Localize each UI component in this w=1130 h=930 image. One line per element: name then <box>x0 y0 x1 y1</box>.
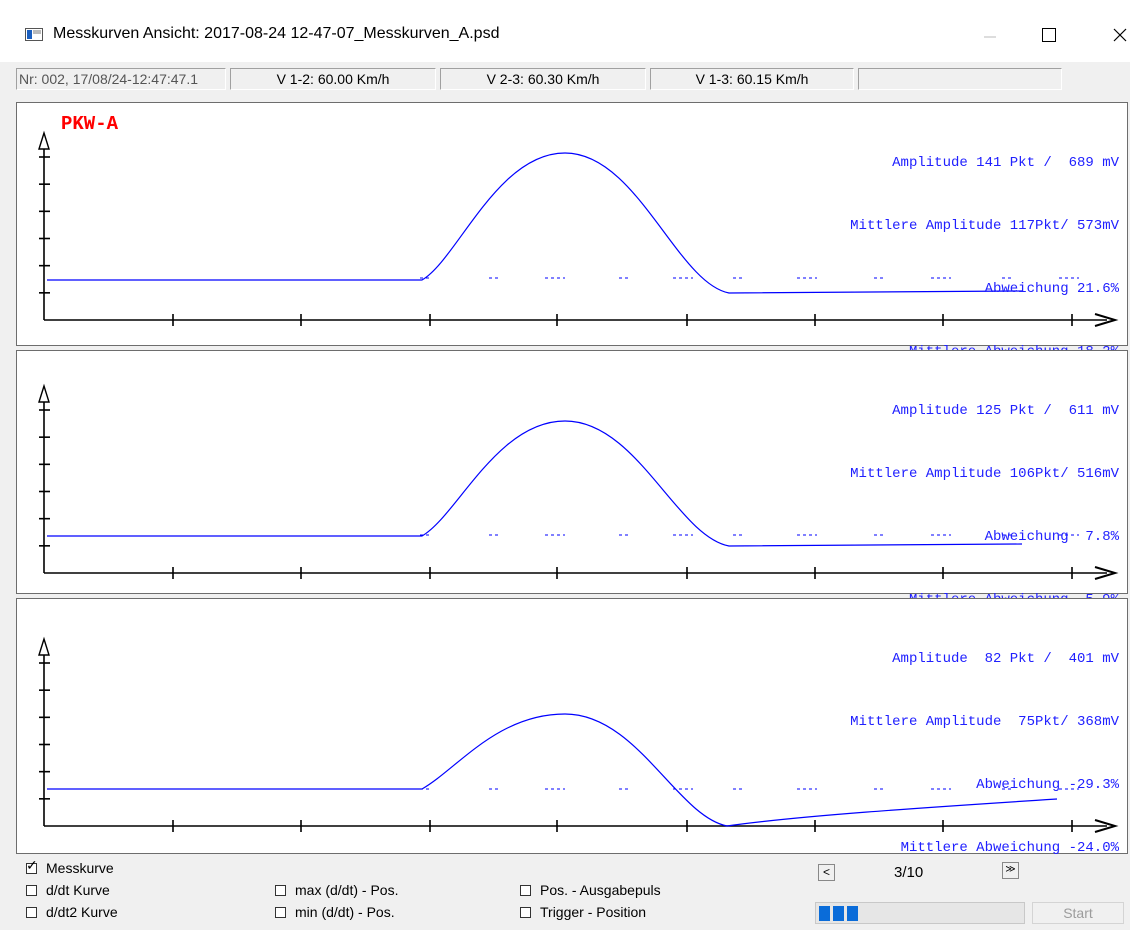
app-icon <box>25 28 43 41</box>
start-button[interactable]: Start <box>1032 902 1124 924</box>
amplitude-stats: Amplitude 82 Pkt / 401 mV Mittlere Ampli… <box>850 607 1119 901</box>
measurement-curve <box>47 152 1023 294</box>
progress-bar <box>815 902 1025 924</box>
max-ddt-pos-checkbox[interactable]: max (d/dt) - Pos. <box>275 882 398 898</box>
deviation-line: Abweichung 7.8% <box>984 529 1119 545</box>
checkbox-box[interactable] <box>26 906 37 918</box>
close-icon[interactable] <box>1098 18 1130 52</box>
checkbox-box[interactable]: ✓ <box>26 858 38 874</box>
y-axis-arrow-icon <box>38 130 50 150</box>
x-axis-arrow-icon <box>1094 566 1119 580</box>
ddt2-curve-checkbox[interactable]: d/dt2 Kurve <box>26 904 118 920</box>
checkbox-label: Pos. - Ausgabepuls <box>540 882 661 898</box>
checkbox-box[interactable] <box>275 906 286 918</box>
mean-amplitude-line: Mittlere Amplitude 75Pkt/ 368mV <box>850 714 1119 730</box>
progress-segment <box>833 906 844 921</box>
page-counter: 3/10 <box>894 864 924 881</box>
speed-v23-field: V 2-3: 60.30 Km/h <box>440 68 646 90</box>
checkbox-box[interactable] <box>275 884 286 896</box>
curve-plot-2 <box>38 383 1119 580</box>
checkbox-box[interactable] <box>520 884 531 896</box>
progress-segment <box>819 906 830 921</box>
curve-plot-3 <box>38 636 1119 833</box>
checkbox-label: min (d/dt) - Pos. <box>295 904 395 920</box>
status-extra-field <box>858 68 1062 90</box>
record-field: Nr: 002, 17/08/24-12:47:47.1 <box>16 68 226 90</box>
y-axis-arrow-icon <box>38 383 50 403</box>
messkurve-checkbox[interactable]: ✓ Messkurve <box>26 858 114 876</box>
y-axis-arrow-icon <box>38 636 50 656</box>
checkbox-label: Messkurve <box>46 860 114 876</box>
speed-v13-field: V 1-3: 60.15 Km/h <box>650 68 854 90</box>
x-axis-arrow-icon <box>1094 819 1119 833</box>
checkbox-box[interactable] <box>520 906 531 918</box>
measurement-curve <box>47 420 1023 547</box>
deviation-line: Abweichung 21.6% <box>984 281 1119 297</box>
x-axis-arrow-icon <box>1094 313 1119 327</box>
checkmark-icon: ✓ <box>26 856 38 873</box>
progress-segment <box>847 906 858 921</box>
checkbox-label: Trigger - Position <box>540 904 647 920</box>
trigger-position-checkbox[interactable]: Trigger - Position <box>520 904 646 920</box>
curve-panel-1: PKW-A Amplitude 141 Pkt / 689 mV Mittler… <box>16 102 1128 360</box>
next-button[interactable]: ≫ <box>1002 862 1019 879</box>
maximize-icon[interactable] <box>1028 18 1068 52</box>
title-bar: Messkurven Ansicht: 2017-08-24 12-47-07_… <box>0 0 1130 62</box>
measurement-curve <box>47 713 1058 827</box>
mean-amplitude-line: Mittlere Amplitude 106Pkt/ 516mV <box>850 466 1119 482</box>
controls-area: ✓ Messkurve d/dt Kurve d/dt2 Kurve max (… <box>0 858 1130 930</box>
minimize-icon[interactable] <box>970 18 1010 52</box>
ausgabepuls-checkbox[interactable]: Pos. - Ausgabepuls <box>520 882 661 898</box>
deviation-line: Abweichung -29.3% <box>976 777 1119 793</box>
min-ddt-pos-checkbox[interactable]: min (d/dt) - Pos. <box>275 904 395 920</box>
curve-panel-3: Amplitude 82 Pkt / 401 mV Mittlere Ampli… <box>16 598 1128 856</box>
window-title: Messkurven Ansicht: 2017-08-24 12-47-07_… <box>53 25 500 42</box>
amplitude-line: Amplitude 141 Pkt / 689 mV <box>892 155 1119 171</box>
checkbox-label: d/dt Kurve <box>46 882 110 898</box>
checkbox-box[interactable] <box>26 884 37 896</box>
checkbox-label: max (d/dt) - Pos. <box>295 882 399 898</box>
ddt-curve-checkbox[interactable]: d/dt Kurve <box>26 882 110 898</box>
amplitude-line: Amplitude 125 Pkt / 611 mV <box>892 403 1119 419</box>
curve-plot-1 <box>38 130 1119 327</box>
status-bar: Nr: 002, 17/08/24-12:47:47.1 V 1-2: 60.0… <box>0 62 1130 96</box>
vehicle-class-label: PKW-A <box>61 113 119 135</box>
curve-panel-2: Amplitude 125 Pkt / 611 mV Mittlere Ampl… <box>16 350 1128 608</box>
mean-amplitude-line: Mittlere Amplitude 117Pkt/ 573mV <box>850 218 1119 234</box>
amplitude-line: Amplitude 82 Pkt / 401 mV <box>892 651 1119 667</box>
mean-deviation-line: Mittlere Abweichung -24.0% <box>900 840 1119 856</box>
speed-v12-field: V 1-2: 60.00 Km/h <box>230 68 436 90</box>
previous-button[interactable]: < <box>818 864 835 881</box>
checkbox-label: d/dt2 Kurve <box>46 904 118 920</box>
